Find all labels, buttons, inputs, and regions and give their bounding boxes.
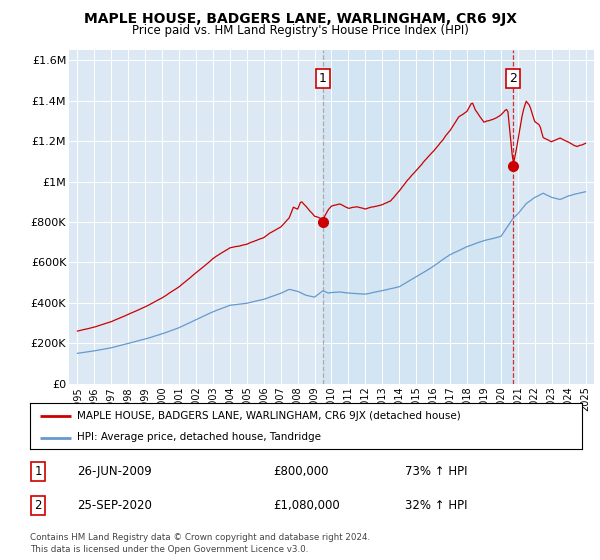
Text: 1: 1 [319,72,327,85]
Text: Price paid vs. HM Land Registry's House Price Index (HPI): Price paid vs. HM Land Registry's House … [131,24,469,36]
Text: £1,080,000: £1,080,000 [273,499,340,512]
Text: MAPLE HOUSE, BADGERS LANE, WARLINGHAM, CR6 9JX: MAPLE HOUSE, BADGERS LANE, WARLINGHAM, C… [83,12,517,26]
Text: 2: 2 [509,72,517,85]
Text: MAPLE HOUSE, BADGERS LANE, WARLINGHAM, CR6 9JX (detached house): MAPLE HOUSE, BADGERS LANE, WARLINGHAM, C… [77,410,461,421]
Text: £800,000: £800,000 [273,465,328,478]
Text: 25-SEP-2020: 25-SEP-2020 [77,499,152,512]
Text: 2: 2 [35,499,42,512]
Bar [323,50,513,384]
Text: 32% ↑ HPI: 32% ↑ HPI [406,499,468,512]
Text: 26-JUN-2009: 26-JUN-2009 [77,465,152,478]
Text: 1: 1 [35,465,42,478]
Text: 73% ↑ HPI: 73% ↑ HPI [406,465,468,478]
Text: HPI: Average price, detached house, Tandridge: HPI: Average price, detached house, Tand… [77,432,321,442]
Text: Contains HM Land Registry data © Crown copyright and database right 2024.
This d: Contains HM Land Registry data © Crown c… [30,533,370,554]
